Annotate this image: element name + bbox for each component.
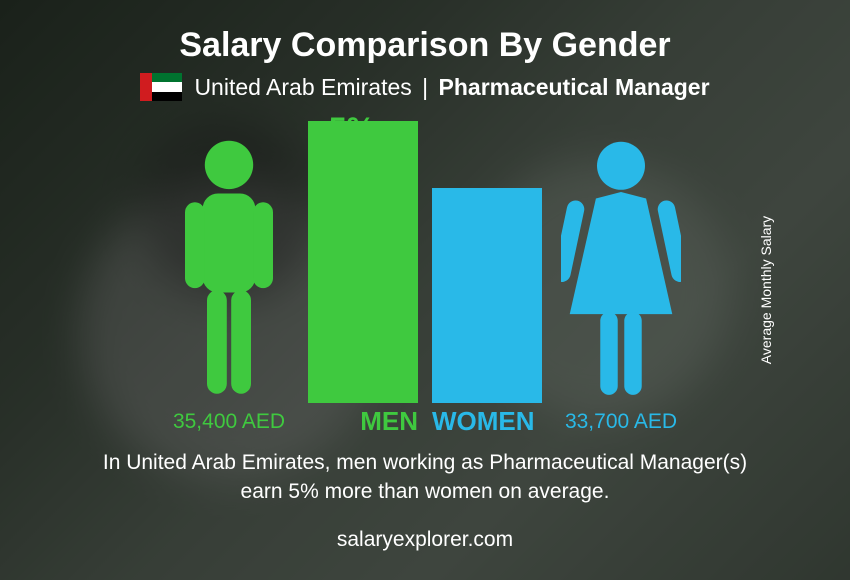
chart-area: +5% — [40, 111, 810, 443]
women-icon — [556, 138, 686, 403]
footer-source: salaryexplorer.com — [40, 528, 810, 552]
page-title: Salary Comparison By Gender — [40, 26, 810, 65]
country-name: United Arab Emirates — [194, 74, 411, 100]
infographic-content: Salary Comparison By Gender United Arab … — [0, 0, 850, 580]
flag-stripes — [152, 73, 182, 101]
labels-row: 35,400 AED MEN WOMEN 33,700 AED — [40, 406, 810, 437]
job-title: Pharmaceutical Manager — [439, 74, 710, 100]
y-axis-label: Average Monthly Salary — [758, 216, 774, 364]
women-bar — [432, 188, 542, 403]
subtitle-text: United Arab Emirates | Pharmaceutical Ma… — [194, 74, 709, 101]
uae-flag-icon — [140, 73, 182, 101]
divider: | — [416, 74, 435, 100]
subtitle-row: United Arab Emirates | Pharmaceutical Ma… — [40, 73, 810, 101]
men-gender-label: MEN — [308, 406, 418, 437]
chart-row — [40, 121, 810, 403]
description-text: In United Arab Emirates, men working as … — [40, 449, 810, 506]
men-bar — [308, 121, 418, 403]
men-salary-label: 35,400 AED — [164, 410, 294, 434]
men-icon — [164, 138, 294, 403]
women-gender-label: WOMEN — [432, 406, 542, 437]
women-salary-label: 33,700 AED — [556, 410, 686, 434]
